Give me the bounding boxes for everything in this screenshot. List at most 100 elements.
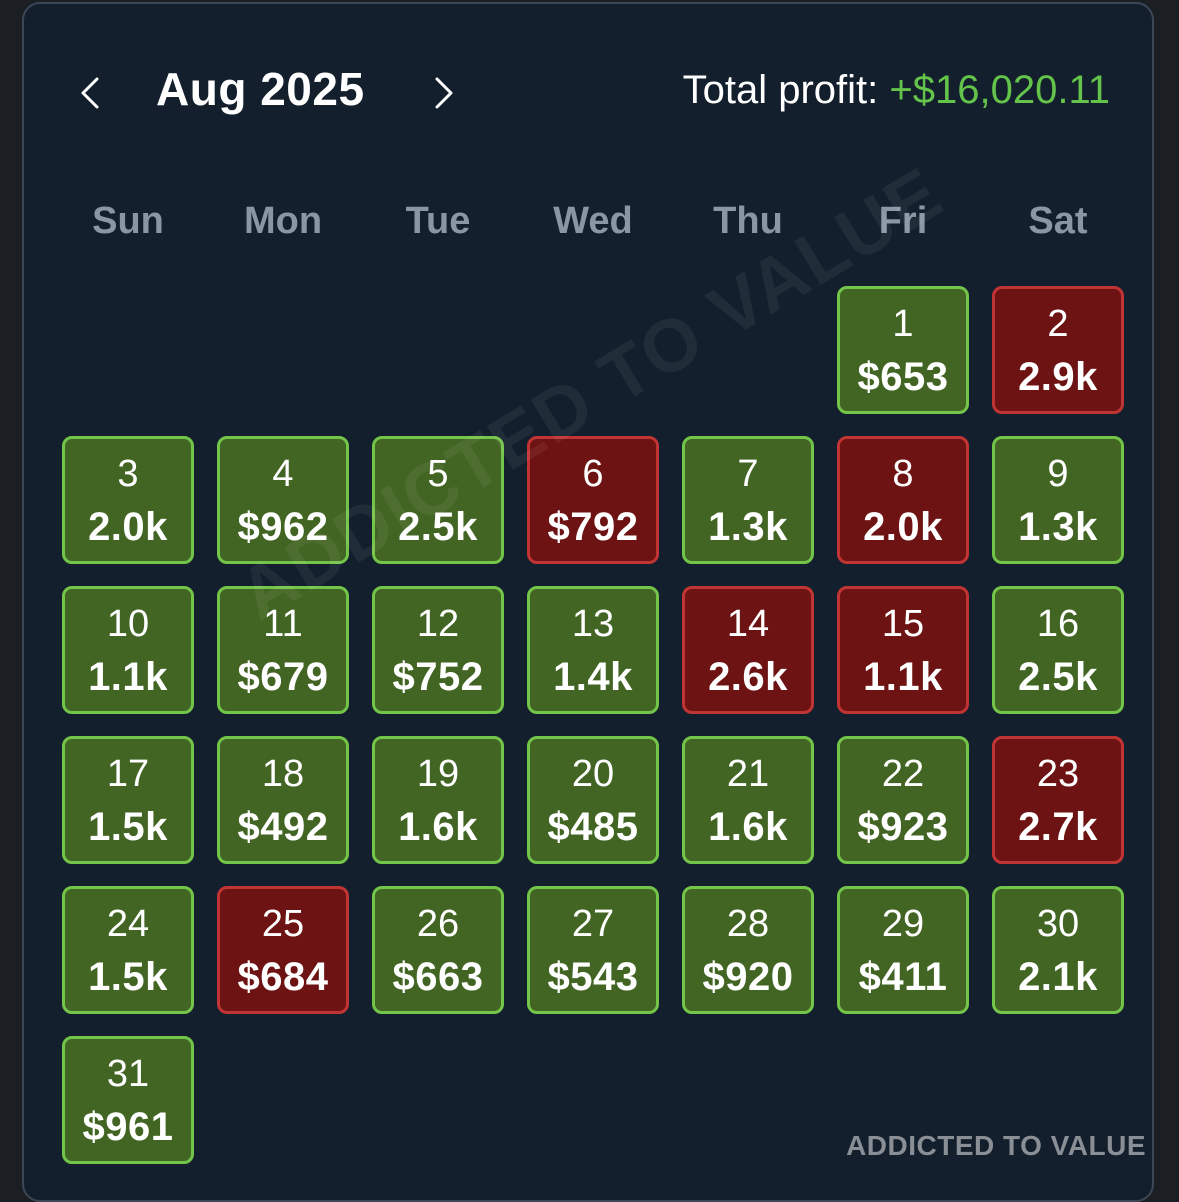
day-cell-18[interactable]: 18 $492 (217, 736, 349, 864)
day-number: 2 (1047, 303, 1069, 345)
weekday-tue: Tue (405, 200, 471, 242)
day-pnl-value: 1.6k (398, 805, 478, 849)
day-pnl-value: $752 (392, 655, 484, 699)
day-pnl-value: 1.5k (88, 955, 168, 999)
day-cell-22[interactable]: 22 $923 (837, 736, 969, 864)
day-cell-25[interactable]: 25 $684 (217, 886, 349, 1014)
day-number: 27 (571, 903, 615, 945)
day-pnl-value: $663 (392, 955, 484, 999)
day-cell-4[interactable]: 4 $962 (217, 436, 349, 564)
day-cell-8[interactable]: 8 2.0k (837, 436, 969, 564)
day-pnl-value: 2.1k (1018, 955, 1098, 999)
day-number: 3 (117, 453, 139, 495)
day-number: 21 (726, 753, 770, 795)
weekday-fri: Fri (878, 200, 928, 242)
day-cell-24[interactable]: 24 1.5k (62, 886, 194, 1014)
chevron-right-icon (435, 77, 453, 109)
day-number: 18 (261, 753, 305, 795)
day-number: 12 (416, 603, 460, 645)
day-cell-21[interactable]: 21 1.6k (682, 736, 814, 864)
day-pnl-value: 1.1k (863, 655, 943, 699)
day-number: 19 (416, 753, 460, 795)
day-number: 25 (261, 903, 305, 945)
weekday-mon: Mon (243, 200, 323, 242)
day-pnl-value: 1.3k (1018, 505, 1098, 549)
day-number: 6 (582, 453, 604, 495)
brand-label: ADDICTED TO VALUE (846, 1130, 1146, 1161)
day-cell-5[interactable]: 5 2.5k (372, 436, 504, 564)
day-cell-19[interactable]: 19 1.6k (372, 736, 504, 864)
total-profit-value: +$16,020.11 (889, 68, 1110, 112)
day-cell-10[interactable]: 10 1.1k (62, 586, 194, 714)
day-cell-30[interactable]: 30 2.1k (992, 886, 1124, 1014)
day-cell-27[interactable]: 27 $543 (527, 886, 659, 1014)
day-pnl-value: $920 (702, 955, 794, 999)
day-pnl-value: 2.9k (1018, 355, 1098, 399)
day-cell-28[interactable]: 28 $920 (682, 886, 814, 1014)
day-number: 24 (106, 903, 150, 945)
day-pnl-value: $653 (857, 355, 949, 399)
day-cell-13[interactable]: 13 1.4k (527, 586, 659, 714)
prev-month-button[interactable] (68, 68, 112, 118)
total-profit-label: Total profit: (682, 68, 879, 112)
day-number: 26 (416, 903, 460, 945)
day-pnl-value: 1.4k (553, 655, 633, 699)
day-pnl-value: 2.6k (708, 655, 788, 699)
weekday-sun: Sun (92, 200, 164, 242)
day-number: 10 (106, 603, 150, 645)
weekday-thu: Thu (713, 200, 783, 242)
day-cell-12[interactable]: 12 $752 (372, 586, 504, 714)
day-pnl-value: $492 (237, 805, 329, 849)
day-pnl-value: 1.5k (88, 805, 168, 849)
day-cell-16[interactable]: 16 2.5k (992, 586, 1124, 714)
day-number: 1 (892, 303, 914, 345)
day-pnl-value: $792 (547, 505, 639, 549)
day-cell-2[interactable]: 2 2.9k (992, 286, 1124, 414)
weekday-wed: Wed (553, 200, 633, 242)
day-number: 17 (106, 753, 150, 795)
day-number: 29 (881, 903, 925, 945)
day-number: 11 (263, 603, 303, 645)
day-cell-6[interactable]: 6 $792 (527, 436, 659, 564)
day-cell-31[interactable]: 31 $961 (62, 1036, 194, 1164)
day-cell-14[interactable]: 14 2.6k (682, 586, 814, 714)
day-cell-15[interactable]: 15 1.1k (837, 586, 969, 714)
chevron-left-icon (81, 77, 99, 109)
day-cell-17[interactable]: 17 1.5k (62, 736, 194, 864)
day-cell-3[interactable]: 3 2.0k (62, 436, 194, 564)
day-pnl-value: $684 (237, 955, 329, 999)
day-pnl-value: $679 (237, 655, 329, 699)
day-number: 20 (571, 753, 615, 795)
day-pnl-value: $962 (237, 505, 329, 549)
day-number: 9 (1047, 453, 1069, 495)
day-number: 14 (726, 603, 770, 645)
day-cell-29[interactable]: 29 $411 (837, 886, 969, 1014)
day-number: 15 (881, 603, 925, 645)
day-cell-9[interactable]: 9 1.3k (992, 436, 1124, 564)
calendar-header: Aug 2025 Total profit: +$16,020.11 (24, 4, 1152, 184)
day-cell-1[interactable]: 1 $653 (837, 286, 969, 414)
day-cell-20[interactable]: 20 $485 (527, 736, 659, 864)
day-pnl-value: $411 (858, 955, 948, 999)
month-title: Aug 2025 (156, 63, 365, 115)
next-month-button[interactable] (422, 68, 466, 118)
day-number: 4 (272, 453, 294, 495)
day-number: 5 (427, 453, 449, 495)
day-pnl-value: 2.5k (398, 505, 478, 549)
day-number: 8 (892, 453, 914, 495)
day-pnl-value: 1.3k (708, 505, 788, 549)
day-pnl-value: 2.7k (1018, 805, 1098, 849)
day-cell-23[interactable]: 23 2.7k (992, 736, 1124, 864)
day-pnl-value: $543 (547, 955, 639, 999)
day-cell-26[interactable]: 26 $663 (372, 886, 504, 1014)
day-pnl-value: $923 (857, 805, 949, 849)
day-number: 28 (726, 903, 770, 945)
day-number: 30 (1036, 903, 1080, 945)
day-pnl-value: 1.1k (88, 655, 168, 699)
total-profit: Total profit: +$16,020.11 (683, 68, 1110, 113)
day-cell-7[interactable]: 7 1.3k (682, 436, 814, 564)
day-cell-11[interactable]: 11 $679 (217, 586, 349, 714)
day-number: 13 (571, 603, 615, 645)
day-number: 7 (737, 453, 759, 495)
day-number: 16 (1036, 603, 1080, 645)
